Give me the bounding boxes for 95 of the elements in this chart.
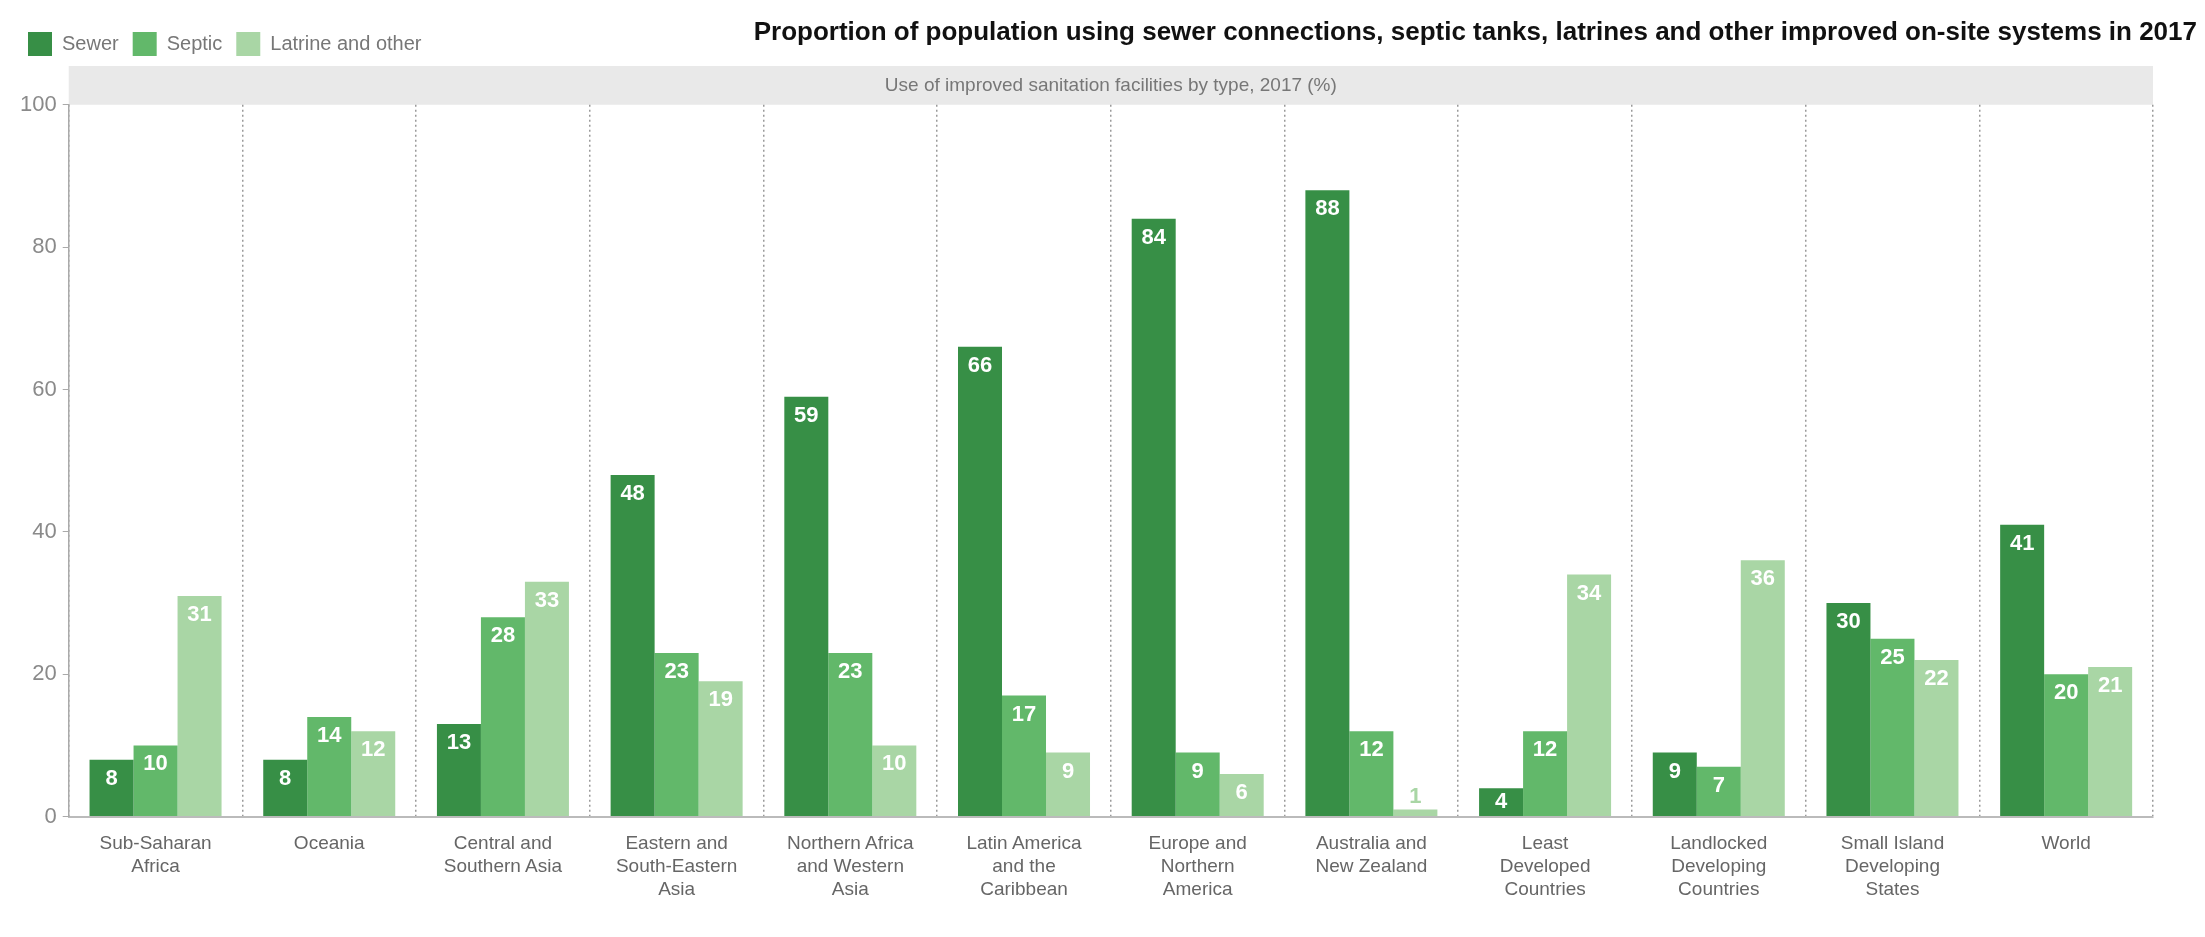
data-label: 36 — [1750, 565, 1776, 591]
data-label: 34 — [1576, 579, 1603, 605]
data-label: 59 — [794, 401, 819, 427]
x-tick-label: Oceania — [293, 832, 366, 854]
bar — [698, 681, 743, 817]
data-label: 28 — [490, 622, 516, 648]
data-label: 84 — [1141, 223, 1167, 249]
bar — [1914, 660, 1959, 817]
x-tick-label: Sub-Saharan Africa — [99, 832, 212, 877]
bar — [1740, 560, 1785, 817]
x-tick-label: World — [2041, 832, 2091, 854]
chart-subtitle: Use of improved sanitation facilities by type, 2017 (%) — [884, 73, 1337, 95]
data-label: 21 — [2097, 672, 2123, 698]
data-label: 30 — [1836, 608, 1861, 634]
y-tick-label: 40 — [32, 517, 57, 543]
bar — [958, 346, 1003, 817]
data-label: 25 — [1880, 643, 1905, 669]
legend-label: Sewer — [62, 31, 120, 54]
data-label: 13 — [446, 729, 472, 755]
bar — [263, 759, 308, 817]
bar — [1523, 731, 1568, 817]
bar — [351, 731, 396, 817]
data-label: 12 — [1359, 736, 1384, 762]
bar — [1175, 752, 1220, 817]
bar — [1696, 766, 1741, 817]
bar — [480, 617, 525, 817]
bar — [654, 652, 699, 817]
bar — [1002, 695, 1047, 817]
y-tick-label: 0 — [44, 802, 57, 828]
bar — [872, 745, 917, 817]
bar — [1826, 603, 1871, 817]
x-tick-label: Small Island Developing States — [1840, 832, 1945, 899]
data-label: 10 — [143, 750, 168, 776]
bar — [1393, 809, 1438, 817]
bar — [1349, 731, 1394, 817]
y-tick-label: 100 — [19, 90, 57, 116]
bar — [1652, 752, 1697, 817]
bar — [1479, 788, 1524, 817]
data-label: 12 — [361, 736, 386, 762]
bar — [436, 724, 481, 817]
data-label: 1 — [1409, 782, 1422, 808]
bar — [2044, 674, 2089, 817]
bar — [1870, 638, 1915, 817]
data-label: 88 — [1315, 195, 1340, 221]
bar — [177, 595, 222, 817]
y-tick-label: 60 — [32, 375, 57, 401]
data-label: 4 — [1494, 788, 1508, 814]
x-tick-label: Latin America and the Caribbean — [966, 832, 1082, 899]
data-label: 12 — [1532, 736, 1558, 762]
x-tick-label: Least Developed Countries — [1499, 832, 1591, 899]
data-label: 17 — [1011, 700, 1037, 726]
data-label: 8 — [279, 764, 292, 790]
data-label: 41 — [2009, 529, 2035, 555]
data-label: 9 — [1191, 757, 1204, 783]
chart-title: Proportion of population using sewer connections, septic tanks, latrines and other improved on-site systems in 2017 — [753, 16, 2197, 47]
bar — [2000, 524, 2045, 817]
bar — [828, 652, 873, 817]
x-tick-label: Landlocked Developing Countries — [1670, 832, 1768, 899]
bar — [133, 745, 178, 817]
data-label: 9 — [1061, 757, 1075, 783]
legend-label: Septic — [166, 31, 223, 54]
bar — [1567, 574, 1612, 817]
data-label: 23 — [838, 657, 863, 683]
bar — [784, 396, 829, 817]
x-tick-label: Northern Africa and Western Asia — [786, 832, 915, 899]
data-label: 10 — [882, 750, 907, 776]
data-label: 8 — [105, 764, 118, 790]
bar — [1131, 218, 1176, 817]
bar — [307, 716, 352, 817]
data-label: 14 — [317, 722, 343, 748]
bar — [524, 581, 569, 817]
bar — [1046, 752, 1091, 817]
bar — [610, 474, 655, 817]
bar — [1305, 190, 1350, 817]
data-label: 33 — [534, 586, 560, 612]
x-tick-label: Central and Southern Asia — [443, 832, 563, 877]
x-tick-label: Australia and New Zealand — [1315, 832, 1428, 877]
legend-label: Latrine and other — [270, 31, 422, 54]
bar — [2088, 667, 2133, 817]
x-tick-label: Europe and Northern America — [1148, 832, 1247, 899]
data-label: 9 — [1668, 757, 1681, 783]
data-label: 7 — [1712, 771, 1725, 797]
data-label: 20 — [2053, 679, 2079, 705]
data-label: 66 — [967, 351, 993, 377]
bar — [89, 759, 134, 817]
data-label: 31 — [187, 601, 212, 626]
bar — [1219, 773, 1264, 817]
x-tick-label: Eastern and South-Eastern Asia — [615, 832, 738, 899]
y-tick-label: 80 — [32, 233, 57, 259]
data-label: 23 — [664, 657, 689, 683]
data-label: 19 — [708, 686, 733, 712]
y-tick-label: 20 — [32, 660, 57, 686]
data-label: 48 — [620, 480, 645, 505]
data-label: 6 — [1235, 778, 1248, 804]
data-label: 22 — [1924, 665, 1949, 691]
